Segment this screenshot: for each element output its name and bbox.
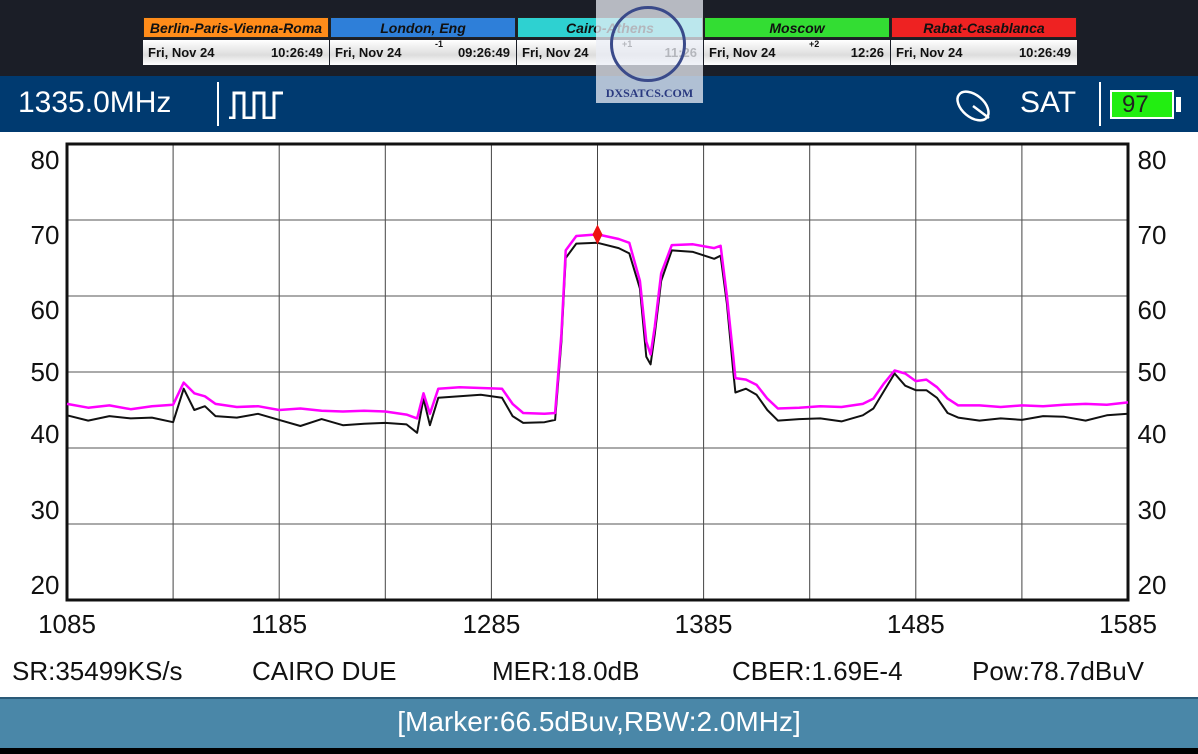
clock-offset: +2	[809, 39, 820, 49]
y-tick-label-left: 80	[31, 145, 60, 175]
y-tick-label-right: 60	[1138, 295, 1167, 325]
mer-value: MER:18.0dB	[492, 656, 640, 686]
symbol-rate: SR:35499KS/s	[12, 656, 183, 686]
plot-frame	[65, 142, 1130, 602]
watermark-logo: DXSATCS.COM	[596, 0, 703, 103]
satellite-dish-icon	[956, 90, 990, 122]
clock-time: 12:26	[850, 45, 884, 60]
clock-time-row: Fri, Nov 24 -1 09:26:49	[330, 39, 516, 65]
watermark-dish-icon	[610, 6, 686, 82]
clock-time-row: Fri, Nov 24 10:26:49	[143, 40, 329, 65]
x-tick-label: 1585	[1099, 609, 1157, 639]
divider	[217, 82, 219, 126]
x-tick-label: 1385	[675, 609, 733, 639]
channel-name: CAIRO DUE	[252, 656, 397, 686]
divider	[1099, 82, 1101, 126]
y-tick-label-left: 70	[31, 220, 60, 250]
power-value: Pow:78.7dBuV	[972, 656, 1145, 686]
clock-date: Fri, Nov 24	[148, 45, 215, 60]
y-tick-label-left: 30	[31, 495, 60, 525]
marker-diamond	[592, 224, 603, 245]
clock-city: Moscow	[704, 17, 890, 38]
y-tick-label-left: 60	[31, 295, 60, 325]
trace-magenta	[66, 233, 1129, 420]
x-tick-label: 1185	[251, 609, 307, 639]
y-tick-label-left: 40	[31, 419, 60, 449]
mode-label: SAT	[1020, 86, 1077, 119]
center-frequency[interactable]: 1335.0MHz	[18, 86, 172, 119]
clock-4: Rabat-Casablanca Fri, Nov 24 10:26:49	[891, 17, 1077, 66]
clock-date: Fri, Nov 24	[335, 45, 402, 60]
y-tick-label-right: 80	[1138, 145, 1167, 175]
cber-value: CBER:1.69E-4	[732, 656, 903, 686]
x-tick-label: 1285	[462, 609, 520, 639]
clock-offset: -1	[435, 39, 444, 49]
marker-info-bar: [Marker:66.5dBuv,RBW:2.0MHz]	[0, 697, 1198, 748]
watermark-text: DXSATCS.COM	[605, 86, 694, 100]
x-tick-label: 1485	[887, 609, 945, 639]
clock-time: 10:26:49	[270, 45, 323, 60]
x-tick-label: 1085	[38, 609, 96, 639]
pulse-wave-icon[interactable]	[228, 91, 284, 119]
y-tick-label-right: 20	[1138, 570, 1167, 600]
clock-1: London, Eng Fri, Nov 24 -1 09:26:49	[330, 17, 516, 66]
y-tick-label-right: 70	[1138, 220, 1167, 250]
clock-time: 09:26:49	[457, 45, 510, 60]
battery-terminal	[1176, 97, 1181, 112]
spectrum-chart[interactable]: 80 80 70 70 60 60 50 50 40 40 30 30 20 20 1085 1185 1285…	[0, 0, 1198, 697]
clock-city: Berlin-Paris-Vienna-Roma	[143, 17, 329, 38]
clock-3: Moscow Fri, Nov 24 +2 12:26	[704, 17, 890, 66]
clock-time-row: Fri, Nov 24 +2 12:26	[704, 39, 890, 65]
y-tick-label-right: 50	[1138, 357, 1167, 387]
clock-date: Fri, Nov 24	[709, 45, 776, 60]
y-tick-label-right: 40	[1138, 419, 1167, 449]
spectrum-panel	[0, 132, 1198, 697]
y-tick-label-left: 50	[31, 357, 60, 387]
clock-date: Fri, Nov 24	[896, 45, 963, 60]
clock-0: Berlin-Paris-Vienna-Roma Fri, Nov 24 10:2…	[143, 17, 329, 66]
clock-time-row: Fri, Nov 24 10:26:49	[891, 40, 1077, 65]
clock-city: London, Eng	[330, 17, 516, 38]
y-tick-label-right: 30	[1138, 495, 1167, 525]
clock-time: 10:26:49	[1018, 45, 1071, 60]
y-tick-label-left: 20	[31, 570, 60, 600]
clock-date: Fri, Nov 24	[522, 45, 589, 60]
clock-city: Rabat-Casablanca	[891, 17, 1077, 38]
battery-indicator: 97	[1110, 90, 1174, 119]
